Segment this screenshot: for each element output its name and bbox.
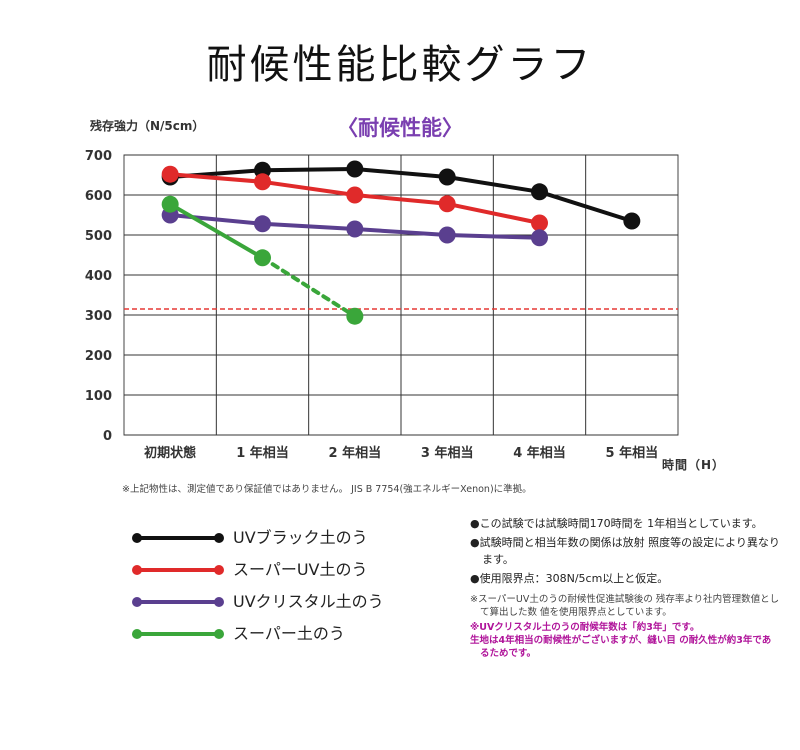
data-point: [438, 195, 456, 213]
legend: UVブラック土のう スーパーUV土のう UVクリスタル土のう スーパー土のう: [130, 520, 450, 648]
series-line-segment: [352, 167, 450, 179]
notes-panel: ●この試験では試験時間170時間を 1年相当としています。 ●試験時間と相当年数…: [470, 515, 780, 660]
data-point: [531, 229, 548, 247]
legend-label: UVクリスタル土のう: [233, 592, 384, 611]
x-tick-label: 4 年相当: [513, 445, 566, 461]
chart-footnote: ※上記物性は、測定値であり保証値ではありません。 JIS B 7754(強エネル…: [122, 484, 532, 495]
series-line-segment: [260, 167, 357, 173]
x-tick-label: 5 年相当: [606, 445, 659, 461]
legend-swatch-dot: [132, 533, 142, 543]
legend-swatch-line: [135, 600, 220, 604]
chart-title: 〈耐候性能〉: [337, 116, 463, 140]
series-line-segment: [537, 189, 634, 223]
data-point: [346, 160, 364, 178]
series-line-segment: [168, 172, 265, 184]
page-title: 耐候性能比較グラフ: [206, 42, 594, 88]
legend-swatch-dot: [132, 597, 142, 607]
series-line-segment: [168, 202, 265, 260]
x-tick-label: 3 年相当: [421, 445, 474, 461]
x-tick-label: 2 年相当: [329, 445, 382, 461]
data-point: [623, 212, 641, 230]
legend-swatch-line: [135, 536, 220, 540]
y-tick-label: 500: [85, 229, 112, 244]
legend-swatch-dot: [214, 533, 224, 543]
data-point: [254, 249, 271, 267]
y-tick-label: 400: [85, 269, 112, 284]
data-point: [161, 195, 179, 213]
series-line-segment: [445, 233, 542, 240]
series-line-segment: [260, 179, 357, 197]
legend-item-uv-crystal: UVクリスタル土のう: [130, 584, 450, 616]
data-point: [346, 186, 364, 204]
data-point: [531, 214, 548, 232]
note-bullet: ●試験時間と相当年数の関係は放射 照度等の設定により異なります。: [470, 536, 780, 566]
series-line-segment: [260, 221, 357, 231]
legend-item-uv-black: UVブラック土のう: [130, 520, 450, 552]
data-point: [438, 168, 456, 186]
y-tick-label: 0: [103, 429, 112, 444]
note-small: ※スーパーUV土のうの耐候性促進試験後の 残存率より社内管理数値として算出した数…: [470, 594, 780, 618]
legend-label: スーパーUV土のう: [233, 560, 368, 579]
legend-swatch-line: [135, 568, 220, 572]
x-axis-unit-label: 時間（H）: [662, 458, 726, 472]
data-point: [346, 307, 364, 325]
data-point: [531, 183, 548, 201]
note-warning: ※UVクリスタル土のうの耐候年数は「約3年」です。 生地は4年相当の耐候性がござ…: [470, 621, 780, 660]
legend-item-super-uv: スーパーUV土のう: [130, 552, 450, 584]
y-tick-label: 100: [85, 389, 112, 404]
y-tick-label: 300: [85, 309, 112, 324]
note-bullet: ●使用限界点：308N/5cm以上と仮定。: [470, 572, 669, 585]
y-tick-label: 600: [85, 189, 112, 204]
weathering-chart: 0 100 200 300 400 500 600 700 初期状態 1 年相当 2 年相当 3 年相…: [85, 149, 679, 461]
series-line-segment: [445, 201, 542, 225]
legend-label: スーパー土のう: [233, 624, 345, 643]
note-warning-body: 生地は4年相当の耐候性がございますが、縫い目 の耐久性が約3年であるためです。: [470, 635, 772, 659]
series-line-segment: [168, 213, 265, 226]
legend-swatch-dot: [132, 629, 142, 639]
data-point: [346, 220, 364, 238]
note-warning-head: ※UVクリスタル土のうの耐候年数は「約3年」です。: [470, 622, 700, 633]
series-line-segment: [260, 255, 357, 319]
data-point: [254, 173, 271, 191]
legend-swatch-dot: [214, 565, 224, 575]
y-tick-label: 700: [85, 149, 112, 164]
note-bullet: ●この試験では試験時間170時間を 1年相当としています。: [470, 517, 763, 530]
legend-swatch-dot: [214, 629, 224, 639]
legend-label: UVブラック土のう: [233, 528, 368, 547]
series-line-segment: [445, 175, 542, 194]
legend-swatch-line: [135, 632, 220, 636]
legend-item-super: スーパー土のう: [130, 616, 450, 648]
x-tick-label: 1 年相当: [236, 445, 289, 461]
x-tick-label: 初期状態: [144, 445, 196, 461]
data-point: [254, 215, 271, 233]
series-line-segment: [352, 227, 450, 237]
legend-swatch-dot: [132, 565, 142, 575]
legend-swatch-dot: [214, 597, 224, 607]
y-tick-label: 200: [85, 349, 112, 364]
y-axis-label: 残存強力（N/5cm）: [90, 119, 205, 133]
data-point: [438, 226, 456, 244]
data-point: [161, 165, 179, 183]
series-line-segment: [352, 193, 450, 206]
